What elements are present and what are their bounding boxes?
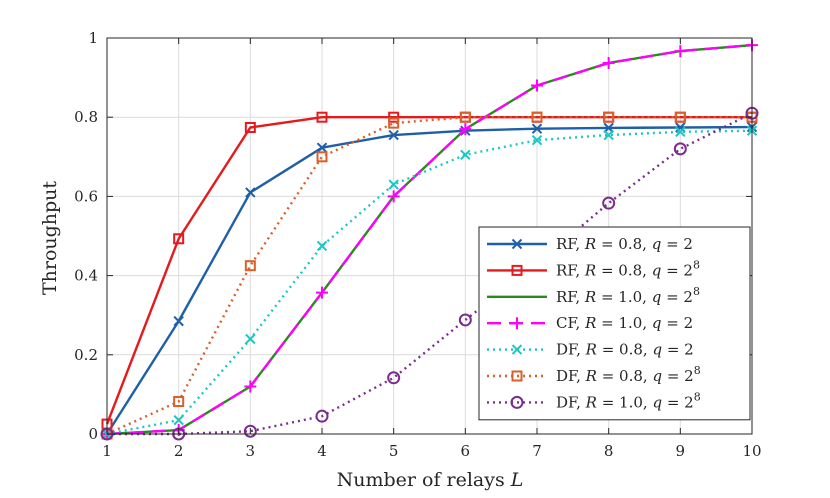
data-point	[316, 111, 328, 123]
data-point	[245, 187, 256, 198]
data-point	[675, 126, 686, 138]
legend: RF, R = 0.8, q = 2 RF, R = 0.8, q = 28 RF,…	[478, 226, 751, 421]
legend-box	[478, 226, 751, 421]
data-point	[388, 129, 399, 141]
series-line	[106, 129, 753, 436]
y-tick-label: 0	[88, 425, 98, 443]
x-tick-label: 5	[389, 442, 399, 460]
data-point	[173, 414, 184, 426]
x-axis-title-text: Number of relays	[337, 469, 505, 491]
legend-marker	[511, 370, 523, 382]
series-line	[105, 115, 752, 425]
legend-marker	[510, 395, 524, 409]
legend-label: DF, R = 0.8, q = 28	[556, 364, 701, 385]
data-point	[602, 196, 616, 210]
y-axis-title: Throughput	[39, 181, 61, 295]
series-line	[106, 43, 753, 436]
data-point	[316, 240, 328, 252]
data-point	[387, 190, 400, 203]
x-tick-label: 8	[604, 442, 614, 460]
data-point	[531, 111, 543, 123]
x-tick-label: 10	[742, 442, 761, 460]
data-point	[244, 260, 256, 272]
legend-marker	[511, 264, 523, 276]
x-axis-title-variable: L	[510, 469, 524, 491]
x-tick-label: 2	[174, 442, 184, 460]
data-point	[243, 424, 257, 438]
data-point	[387, 371, 401, 385]
series-5	[101, 125, 758, 440]
data-point	[388, 117, 400, 129]
legend-entry: RF, R = 0.8, q = 28	[487, 258, 700, 279]
data-point	[458, 313, 472, 327]
legend-label: DF, R = 1.0, q = 28	[556, 390, 701, 411]
legend-entry: RF, R = 0.8, q = 2	[487, 235, 693, 253]
legend-label: CF, R = 1.0, q = 2	[556, 314, 693, 332]
data-point	[244, 380, 257, 393]
legend-label: RF, R = 0.8, q = 28	[556, 258, 700, 279]
series-line	[105, 125, 753, 435]
legend-marker	[511, 317, 523, 330]
data-point	[531, 123, 543, 134]
legend-label: DF, R = 0.8, q = 2	[556, 341, 694, 359]
data-point	[316, 151, 328, 163]
x-tick-label: 6	[461, 442, 471, 460]
legend-entry: DF, R = 0.8, q = 28	[487, 364, 701, 385]
data-point	[603, 129, 614, 141]
data-point	[460, 149, 471, 161]
legend-marker	[511, 344, 523, 355]
data-point	[673, 142, 687, 156]
data-point	[388, 179, 399, 190]
legend-entry: DF, R = 0.8, q = 2	[487, 341, 694, 359]
data-point	[388, 111, 400, 123]
x-axis-title: Number of relays L	[337, 469, 524, 491]
data-point	[316, 142, 328, 153]
legend-marker	[511, 238, 523, 250]
data-point	[603, 111, 615, 123]
y-tick-label: 0.4	[74, 267, 98, 285]
x-tick-label: 7	[532, 442, 542, 460]
legend-label: RF, R = 0.8, q = 2	[556, 235, 693, 253]
data-point	[531, 134, 543, 146]
data-point	[531, 79, 543, 92]
data-point	[315, 409, 329, 423]
x-tick-label: 1	[102, 442, 112, 460]
data-point	[173, 233, 185, 245]
data-point	[245, 333, 256, 345]
legend-entry: RF, R = 1.0, q = 28	[487, 285, 700, 306]
y-tick-label: 1	[88, 29, 98, 47]
data-point	[173, 396, 185, 408]
data-point	[675, 122, 686, 133]
x-tick-label: 4	[317, 442, 327, 460]
series-line	[107, 112, 753, 436]
ticks: 1 2 3 4 5 6 7 8 9 10 0 0.2 0.4 0.6 0.8 1	[74, 29, 761, 460]
x-tick-label: 3	[246, 442, 256, 460]
data-point	[459, 123, 472, 136]
x-tick-label: 9	[676, 442, 686, 460]
data-point	[602, 56, 615, 69]
data-point	[674, 111, 686, 123]
y-tick-label: 0.6	[74, 187, 98, 205]
legend-entry: DF, R = 1.0, q = 28	[487, 390, 701, 411]
data-point	[459, 111, 471, 123]
y-tick-label: 0.8	[74, 108, 98, 126]
y-tick-label: 0.2	[74, 346, 98, 364]
legend-label: RF, R = 1.0, q = 28	[556, 285, 700, 306]
legend-entry: CF, R = 1.0, q = 2	[487, 314, 693, 332]
axes-box	[106, 37, 753, 435]
data-point	[316, 286, 328, 299]
data-point	[173, 315, 184, 327]
data-point	[674, 45, 687, 58]
data-point	[244, 121, 256, 133]
